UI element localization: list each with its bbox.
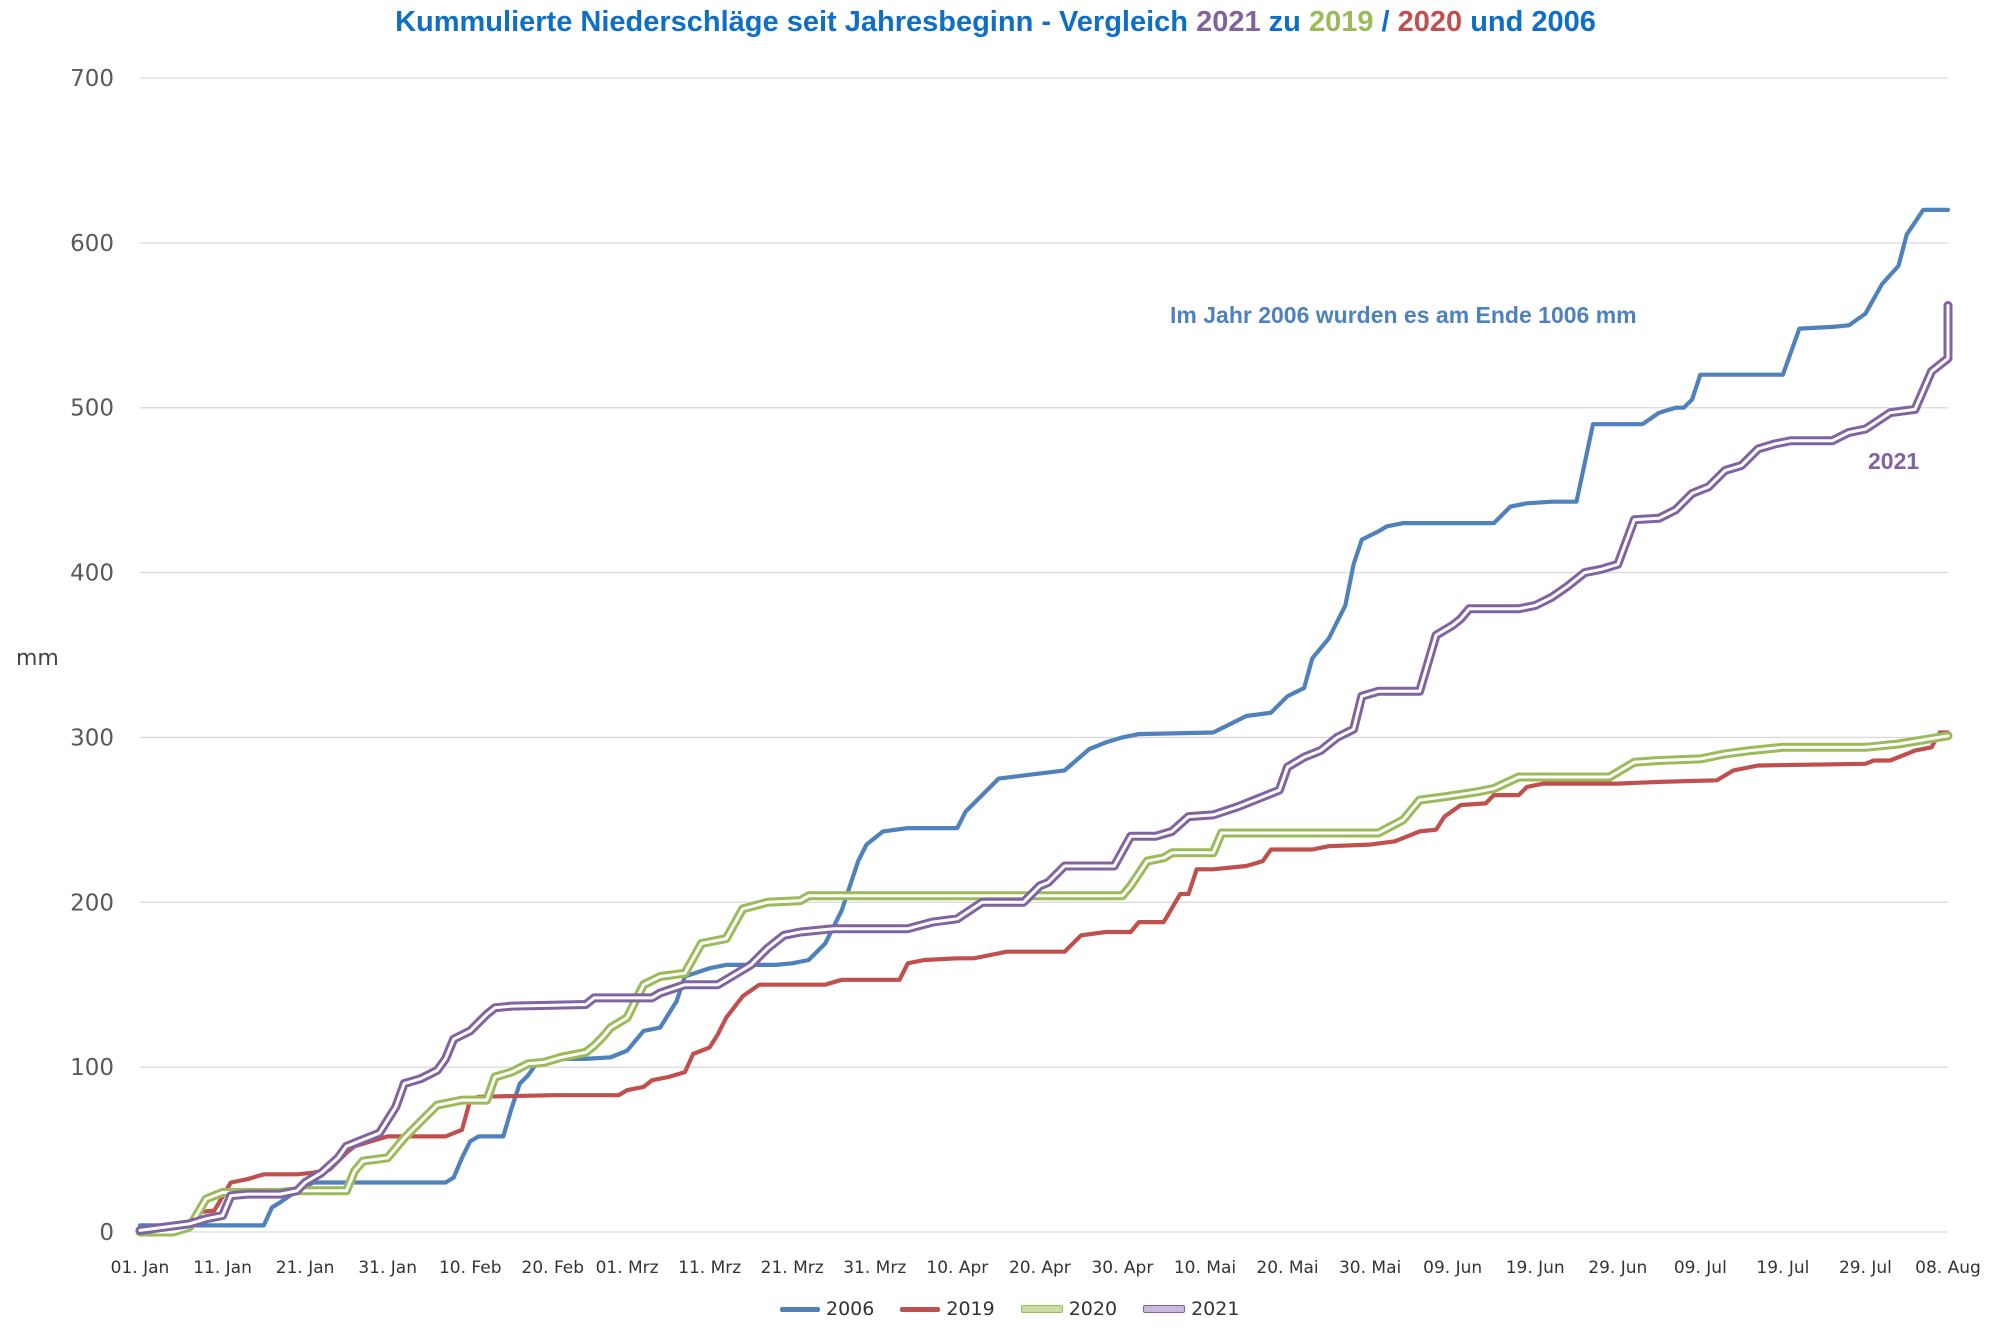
x-tick-label: 21. Mrz	[761, 1258, 824, 1278]
legend-label: 2020	[1068, 1298, 1118, 1320]
title-part: /	[1373, 6, 1398, 38]
y-tick-label: 600	[70, 231, 114, 257]
legend-item-2020: 2020	[1020, 1298, 1118, 1320]
series-line-2019	[137, 730, 1951, 1231]
y-tick-label: 0	[99, 1220, 114, 1246]
x-tick-label: 29. Jul	[1839, 1258, 1892, 1278]
x-tick-label: 09. Jun	[1423, 1258, 1482, 1278]
title-part: und 2006	[1462, 6, 1596, 38]
y-tick-label: 500	[70, 396, 114, 422]
x-tick-label: 19. Jul	[1756, 1258, 1809, 1278]
x-tick-label: 10. Feb	[439, 1258, 502, 1278]
x-tick-label: 30. Apr	[1091, 1258, 1153, 1278]
x-tick-label: 10. Apr	[926, 1258, 988, 1278]
title-part: zu	[1260, 6, 1309, 38]
x-tick-label: 11. Mrz	[678, 1258, 741, 1278]
x-tick-label: 21. Jan	[276, 1258, 335, 1278]
legend-swatch-2020	[1020, 1305, 1063, 1313]
legend-swatch-2021	[1143, 1305, 1186, 1313]
x-tick-label: 19. Jun	[1506, 1258, 1565, 1278]
x-tick-label: 08. Aug	[1915, 1258, 1981, 1278]
x-tick-label: 10. Mai	[1174, 1258, 1236, 1278]
title-part-2020: 2020	[1397, 6, 1463, 38]
x-tick-label: 31. Mrz	[843, 1258, 906, 1278]
legend-label: 2006	[826, 1298, 875, 1320]
chart-title: Kummulierte Niederschläge seit Jahresbeg…	[0, 6, 1991, 39]
y-tick-label: 200	[70, 890, 114, 916]
legend-item-2006: 2006	[780, 1298, 874, 1320]
chart-legend: 2006 2019 2020 2021	[780, 1298, 1239, 1320]
x-tick-label: 30. Mai	[1339, 1258, 1401, 1278]
x-tick-label: 01. Mrz	[596, 1258, 659, 1278]
x-tick-label: 29. Jun	[1588, 1258, 1647, 1278]
y-axis-label: mm	[16, 646, 59, 671]
legend-label: 2019	[946, 1298, 995, 1320]
series-line-2006	[137, 207, 1951, 1228]
series-line-2021	[135, 301, 1953, 1235]
y-tick-label: 100	[70, 1055, 114, 1081]
title-part-2019: 2019	[1308, 6, 1374, 38]
x-tick-label: 20. Apr	[1009, 1258, 1071, 1278]
x-tick-label: 31. Jan	[358, 1258, 417, 1278]
y-tick-label: 700	[70, 66, 114, 92]
x-tick-label: 20. Mai	[1256, 1258, 1318, 1278]
annotation-2021: 2021	[1868, 448, 1920, 474]
legend-swatch-2019	[900, 1306, 941, 1312]
x-tick-label: 01. Jan	[111, 1258, 170, 1278]
series-line-2020-inner	[138, 734, 1950, 1234]
annotation-2006: Im Jahr 2006 wurden es am Ende 1006 mm	[1170, 302, 1637, 328]
x-tick-label: 09. Jul	[1674, 1258, 1727, 1278]
legend-label: 2021	[1191, 1298, 1240, 1320]
x-tick-label: 20. Feb	[522, 1258, 585, 1278]
y-tick-label: 400	[70, 561, 114, 587]
title-part-2021: 2021	[1196, 6, 1261, 38]
title-part: Kummulierte Niederschläge seit Jahresbeg…	[395, 6, 1197, 38]
legend-item-2019: 2019	[900, 1298, 995, 1320]
legend-swatch-2006	[780, 1306, 820, 1312]
legend-item-2021: 2021	[1143, 1298, 1239, 1320]
y-tick-label: 300	[70, 725, 114, 751]
series-line-2021-inner	[138, 304, 1950, 1232]
series-line-2020	[135, 731, 1953, 1237]
x-tick-label: 11. Jan	[193, 1258, 252, 1278]
